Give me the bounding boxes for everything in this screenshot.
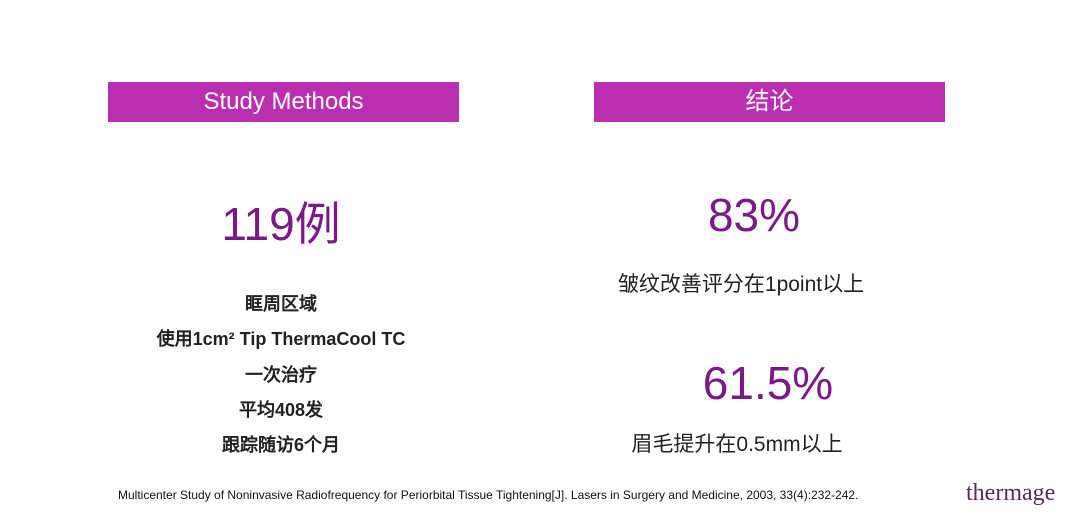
logo: thermage <box>966 480 1056 506</box>
result-value: 61.5% <box>702 357 834 409</box>
section-header: Study Methods <box>108 82 459 122</box>
method-line: 跟踪随访6个月 <box>221 435 341 455</box>
method-line: 一次治疗 <box>245 365 317 385</box>
method-line: 平均408发 <box>238 400 324 420</box>
highlight-number: 119例 <box>221 198 341 250</box>
method-line: 使用1cm² Tip ThermaCool TC <box>156 329 406 349</box>
citation: Multicenter Study of Noninvasive Radiofr… <box>118 488 859 502</box>
method-line: 眶周区域 <box>245 294 317 314</box>
result-description: 皱纹改善评分在1point以上 <box>617 273 865 296</box>
result-value: 83% <box>707 189 801 241</box>
section-header: 结论 <box>594 82 945 122</box>
result-description: 眉毛提升在0.5mm以上 <box>631 433 843 456</box>
